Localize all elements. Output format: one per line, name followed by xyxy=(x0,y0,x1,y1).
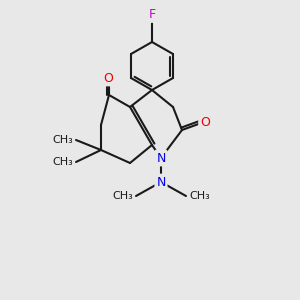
Text: CH₃: CH₃ xyxy=(52,135,73,145)
Text: O: O xyxy=(200,116,210,128)
Text: N: N xyxy=(156,176,166,188)
Text: CH₃: CH₃ xyxy=(112,191,133,201)
Text: CH₃: CH₃ xyxy=(52,157,73,167)
Text: N: N xyxy=(156,152,166,164)
Text: CH₃: CH₃ xyxy=(189,191,210,201)
Text: O: O xyxy=(103,71,113,85)
Text: F: F xyxy=(148,8,156,21)
